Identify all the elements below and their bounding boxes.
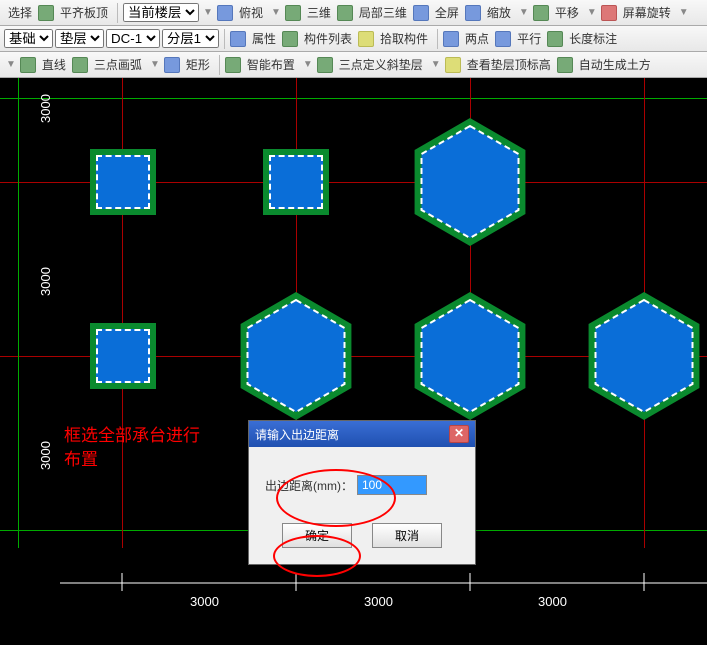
auto-soil[interactable]: 自动生成土方 (575, 56, 655, 73)
foundation-hexagon[interactable] (404, 290, 536, 422)
foundation-hexagon[interactable] (578, 290, 707, 422)
arc[interactable]: 三点画弧 (90, 56, 146, 73)
pick[interactable]: 拾取构件 (376, 30, 432, 47)
pick-icon[interactable] (358, 31, 374, 47)
rotate-icon[interactable] (601, 5, 617, 21)
two-pt-icon[interactable] (443, 31, 459, 47)
view-icon[interactable] (217, 5, 233, 21)
foundation-hexagon[interactable] (230, 290, 362, 422)
list-icon[interactable] (282, 31, 298, 47)
parallel-icon[interactable] (495, 31, 511, 47)
local-3d[interactable]: 局部三维 (355, 4, 411, 21)
slope[interactable]: 三点定义斜垫层 (335, 56, 427, 73)
rotate[interactable]: 屏幕旋转 (619, 4, 675, 21)
annotation-text: 框选全部承台进行布置 (64, 424, 200, 472)
layer-select[interactable]: 分层1 (162, 29, 219, 48)
close-button[interactable]: ✕ (449, 425, 469, 443)
length-icon[interactable] (547, 31, 563, 47)
pan-icon[interactable] (533, 5, 549, 21)
axis-y2: 3000 (38, 267, 53, 296)
zoom[interactable]: 缩放 (483, 4, 515, 21)
list[interactable]: 构件列表 (300, 30, 356, 47)
toolbar-3: ▼ 直线 三点画弧 ▼ 矩形 智能布置 ▼ 三点定义斜垫层 ▼ 查看垫层顶标高 … (0, 52, 707, 78)
distance-input[interactable] (357, 475, 427, 495)
dim-ticks (0, 573, 707, 613)
dialog-title-text: 请输入出边距离 (255, 426, 339, 443)
ok-button[interactable]: 确定 (282, 523, 352, 548)
three-d[interactable]: 三维 (303, 4, 335, 21)
props-icon[interactable] (230, 31, 246, 47)
cancel-button[interactable]: 取消 (372, 523, 442, 548)
floor-select[interactable]: 当前楼层 (123, 3, 199, 22)
props[interactable]: 属性 (248, 30, 280, 47)
line[interactable]: 直线 (38, 56, 70, 73)
fullscreen[interactable]: 全屏 (431, 4, 463, 21)
auto-icon[interactable] (557, 57, 573, 73)
two-pt[interactable]: 两点 (461, 30, 493, 47)
3d-icon[interactable] (285, 5, 301, 21)
cushion-select[interactable]: 垫层 (55, 29, 104, 48)
local-3d-icon[interactable] (337, 5, 353, 21)
align-icon[interactable] (38, 5, 54, 21)
dialog-titlebar[interactable]: 请输入出边距离 ✕ (249, 421, 475, 447)
pan[interactable]: 平移 (551, 4, 583, 21)
fullscreen-icon[interactable] (413, 5, 429, 21)
axis-y3: 3000 (38, 441, 53, 470)
parallel[interactable]: 平行 (513, 30, 545, 47)
foundation-square[interactable] (90, 149, 156, 215)
axis-y1: 3000 (38, 94, 53, 123)
rect[interactable]: 矩形 (182, 56, 214, 73)
foundation-square[interactable] (90, 323, 156, 389)
select-tool[interactable]: 选择 (4, 4, 36, 21)
check-icon[interactable] (445, 57, 461, 73)
distance-label: 出边距离(mm)： (265, 477, 353, 494)
edge-distance-dialog: 请输入出边距离 ✕ 出边距离(mm)： 确定 取消 (248, 420, 476, 565)
foundation-select[interactable]: 基础 (4, 29, 53, 48)
dropdown-arrow: ▼ (201, 7, 215, 18)
toolbar-2: 基础 垫层 DC-1 分层1 属性 构件列表 拾取构件 两点 平行 长度标注 (0, 26, 707, 52)
zoom-icon[interactable] (465, 5, 481, 21)
foundation-hexagon[interactable] (404, 116, 536, 248)
check-top[interactable]: 查看垫层顶标高 (463, 56, 555, 73)
line-icon[interactable] (20, 57, 36, 73)
drawing-canvas[interactable]: 3000 3000 3000 3000 3000 3000 框选全部承台进行布置… (0, 78, 707, 645)
dc-select[interactable]: DC-1 (106, 29, 160, 48)
arc-icon[interactable] (72, 57, 88, 73)
toolbar-1: 选择 平齐板顶 当前楼层 ▼ 俯视 ▼ 三维 局部三维 全屏 缩放 ▼ 平移 ▼… (0, 0, 707, 26)
smart[interactable]: 智能布置 (243, 56, 299, 73)
align-top[interactable]: 平齐板顶 (56, 4, 112, 21)
slope-icon[interactable] (317, 57, 333, 73)
foundation-square[interactable] (263, 149, 329, 215)
smart-icon[interactable] (225, 57, 241, 73)
top-view[interactable]: 俯视 (235, 4, 267, 21)
rect-icon[interactable] (164, 57, 180, 73)
length[interactable]: 长度标注 (565, 30, 621, 47)
